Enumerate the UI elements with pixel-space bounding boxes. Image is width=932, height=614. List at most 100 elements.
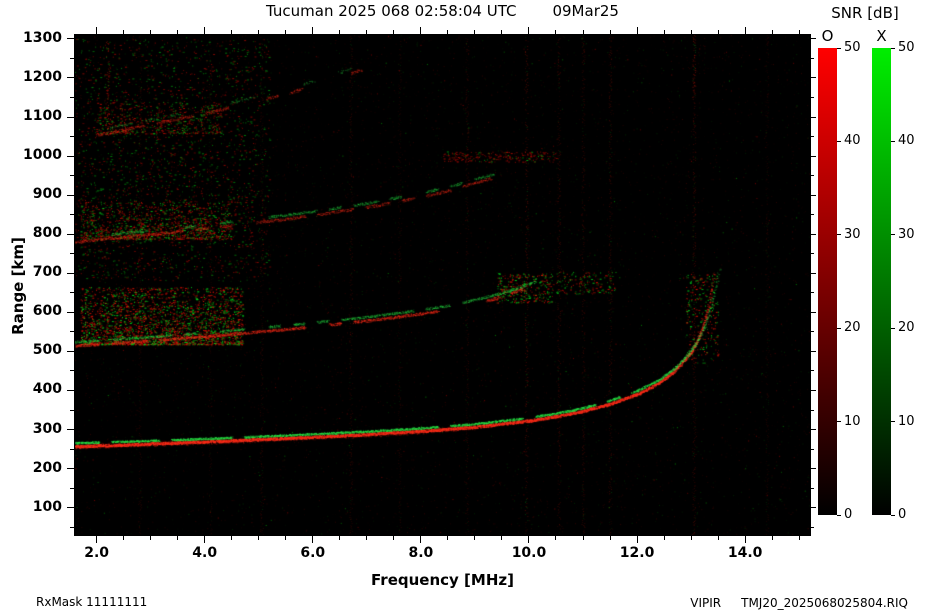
y-major-tick-right: [811, 77, 816, 79]
x-minor-tick-bottom: [474, 536, 476, 540]
y-major-tick-left: [67, 272, 74, 274]
x-minor-tick-top: [150, 30, 152, 34]
x-minor-tick-top: [231, 30, 233, 34]
x-major-tick-top: [528, 27, 530, 34]
y-tick-label: 1300: [23, 29, 62, 46]
y-tick-label: 1000: [23, 147, 62, 164]
colorbar-tick: [891, 327, 895, 329]
program-name: VIPIR: [690, 596, 722, 610]
x-major-tick-bottom: [96, 536, 98, 543]
y-major-tick-right: [811, 468, 816, 470]
file-info: VIPIR TMJ20_2025068025804.RIQ: [690, 596, 908, 610]
colorbar-tick: [891, 140, 895, 142]
y-minor-tick-left: [70, 370, 74, 372]
x-tick-label: 12.0: [619, 545, 655, 561]
colorbar-tick: [837, 140, 841, 142]
y-tick-label: 100: [32, 498, 62, 515]
y-major-tick-left: [67, 155, 74, 157]
y-major-tick-left: [67, 389, 74, 391]
colorbar-tick: [837, 234, 841, 236]
x-tick-label: 14.0: [727, 545, 763, 561]
y-minor-tick-left: [70, 97, 74, 98]
x-tick-label: 8.0: [408, 545, 434, 561]
x-minor-tick-top: [582, 30, 584, 34]
y-major-tick-left: [67, 233, 74, 235]
colorbar-O-label: O: [821, 27, 834, 45]
y-minor-tick-right: [811, 214, 814, 216]
colorbar-tick-label: 30: [898, 226, 915, 242]
x-minor-tick-top: [771, 30, 773, 34]
y-minor-tick-right: [811, 409, 814, 411]
x-tick-label: 6.0: [300, 545, 326, 561]
x-minor-tick-top: [690, 30, 692, 34]
y-major-tick-right: [811, 155, 816, 157]
colorbar-tick-label: 40: [844, 133, 861, 149]
x-minor-tick-bottom: [150, 536, 152, 540]
y-major-tick-right: [811, 194, 816, 196]
x-minor-tick-bottom: [690, 536, 692, 540]
plot-title: Tucuman 2025 068 02:58:04 UTC 09Mar25: [74, 2, 811, 20]
x-minor-tick-top: [258, 30, 260, 34]
x-tick-label: 4.0: [192, 545, 218, 561]
x-minor-tick-top: [555, 30, 557, 34]
y-major-tick-right: [811, 389, 816, 391]
colorbar-tick-label: 0: [898, 507, 907, 522]
x-minor-tick-bottom: [393, 536, 395, 540]
y-minor-tick-left: [70, 292, 74, 294]
colorbar-tick: [837, 47, 841, 49]
x-minor-tick-top: [123, 30, 125, 34]
colorbar-tick-label: 30: [844, 226, 861, 242]
colorbar-tick-label: 50: [844, 40, 861, 55]
colorbar-tick-label: 50: [898, 40, 915, 55]
colorbar-tick: [891, 47, 895, 49]
x-major-tick-bottom: [636, 536, 638, 543]
y-minor-tick-right: [811, 448, 814, 450]
colorbar-tick: [891, 234, 895, 236]
x-minor-tick-bottom: [555, 536, 557, 540]
x-minor-tick-bottom: [231, 536, 233, 540]
x-minor-tick-top: [501, 30, 503, 34]
y-minor-tick-right: [811, 487, 814, 489]
y-major-tick-right: [811, 429, 816, 431]
y-tick-label: 1100: [23, 108, 62, 125]
y-minor-tick-left: [70, 331, 74, 333]
y-minor-tick-right: [811, 370, 814, 372]
x-minor-tick-top: [474, 30, 476, 34]
y-tick-label: 900: [32, 186, 62, 203]
x-major-tick-top: [420, 27, 422, 34]
colorbar-tick: [891, 421, 895, 423]
colorbar-tick-label: 20: [844, 320, 861, 336]
x-minor-tick-top: [393, 30, 395, 34]
x-major-tick-bottom: [420, 536, 422, 543]
y-minor-tick-right: [811, 57, 814, 59]
x-major-tick-top: [636, 27, 638, 34]
file-name: TMJ20_2025068025804.RIQ: [741, 596, 908, 610]
y-major-tick-left: [67, 507, 74, 509]
y-major-tick-left: [67, 194, 74, 196]
colorbar-X-label: X: [876, 27, 887, 45]
y-minor-tick-left: [70, 57, 74, 59]
y-minor-tick-left: [70, 214, 74, 216]
x-minor-tick-top: [366, 30, 368, 34]
colorbar-tick-label: 0: [844, 507, 853, 522]
snr-colorbar-title: SNR [dB]: [831, 4, 899, 22]
colorbar-O-gradient: [818, 48, 837, 515]
x-minor-tick-top: [798, 30, 800, 34]
plot-frame: [74, 34, 811, 536]
colorbar-tick-label: 10: [898, 413, 915, 429]
x-minor-tick-bottom: [285, 536, 287, 540]
y-minor-tick-left: [70, 253, 74, 255]
y-tick-label: 700: [32, 264, 62, 281]
y-major-tick-left: [67, 429, 74, 431]
y-major-tick-left: [67, 311, 74, 313]
plot-title-text: Tucuman 2025 068 02:58:04 UTC: [266, 2, 517, 20]
plot-title-date: 09Mar25: [552, 2, 619, 20]
y-major-tick-right: [811, 116, 816, 118]
colorbar-tick: [837, 514, 841, 516]
y-major-tick-left: [67, 350, 74, 352]
colorbar-tick: [891, 514, 895, 516]
x-minor-tick-top: [447, 30, 449, 34]
x-minor-tick-bottom: [447, 536, 449, 540]
x-axis-label: Frequency [MHz]: [371, 571, 514, 589]
x-major-tick-top: [744, 27, 746, 34]
